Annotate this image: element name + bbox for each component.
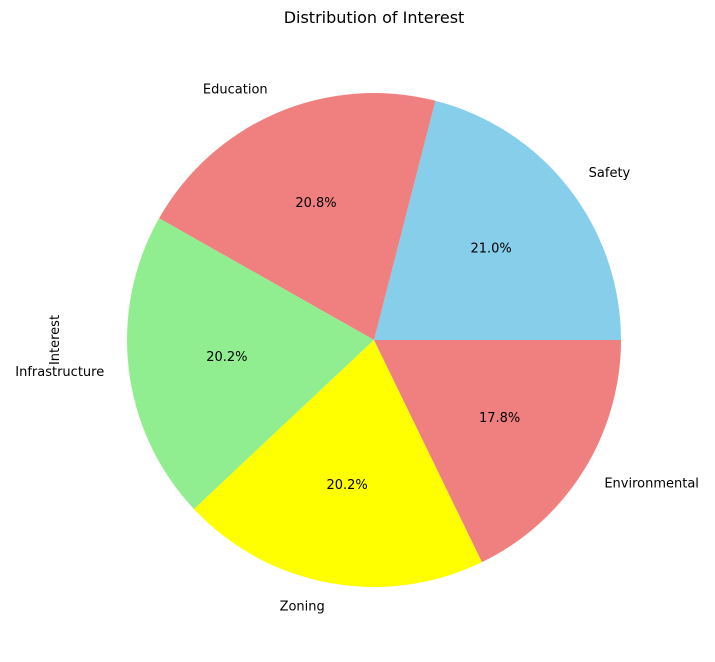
slice-label-environmental: Environmental [604,477,699,492]
slice-labels: Safety Education Infrastructure Zoning Envir… [15,82,699,614]
slice-label-infrastructure: Infrastructure [15,365,104,380]
percent-labels: 21.0% 20.8% 20.2% 20.2% 17.8% [206,196,520,493]
percent-label-zoning: 20.2% [326,478,367,493]
y-axis-label: Interest [48,315,63,365]
pie-slice-environmental [374,340,621,563]
slice-label-zoning: Zoning [280,600,325,615]
percent-label-safety: 21.0% [470,242,511,257]
percent-label-infrastructure: 20.2% [206,350,247,365]
slice-label-education: Education [203,82,268,97]
percent-label-environmental: 17.8% [479,411,520,426]
slices [126,93,621,587]
percent-label-education: 20.8% [295,196,336,211]
slice-label-safety: Safety [589,166,631,181]
pie-slice-education [159,93,436,341]
chart-title: Distribution of Interest [284,8,465,27]
pie-slice-infrastructure [126,218,375,510]
pie-slice-zoning [193,340,482,587]
pie-slice-safety [374,100,621,341]
